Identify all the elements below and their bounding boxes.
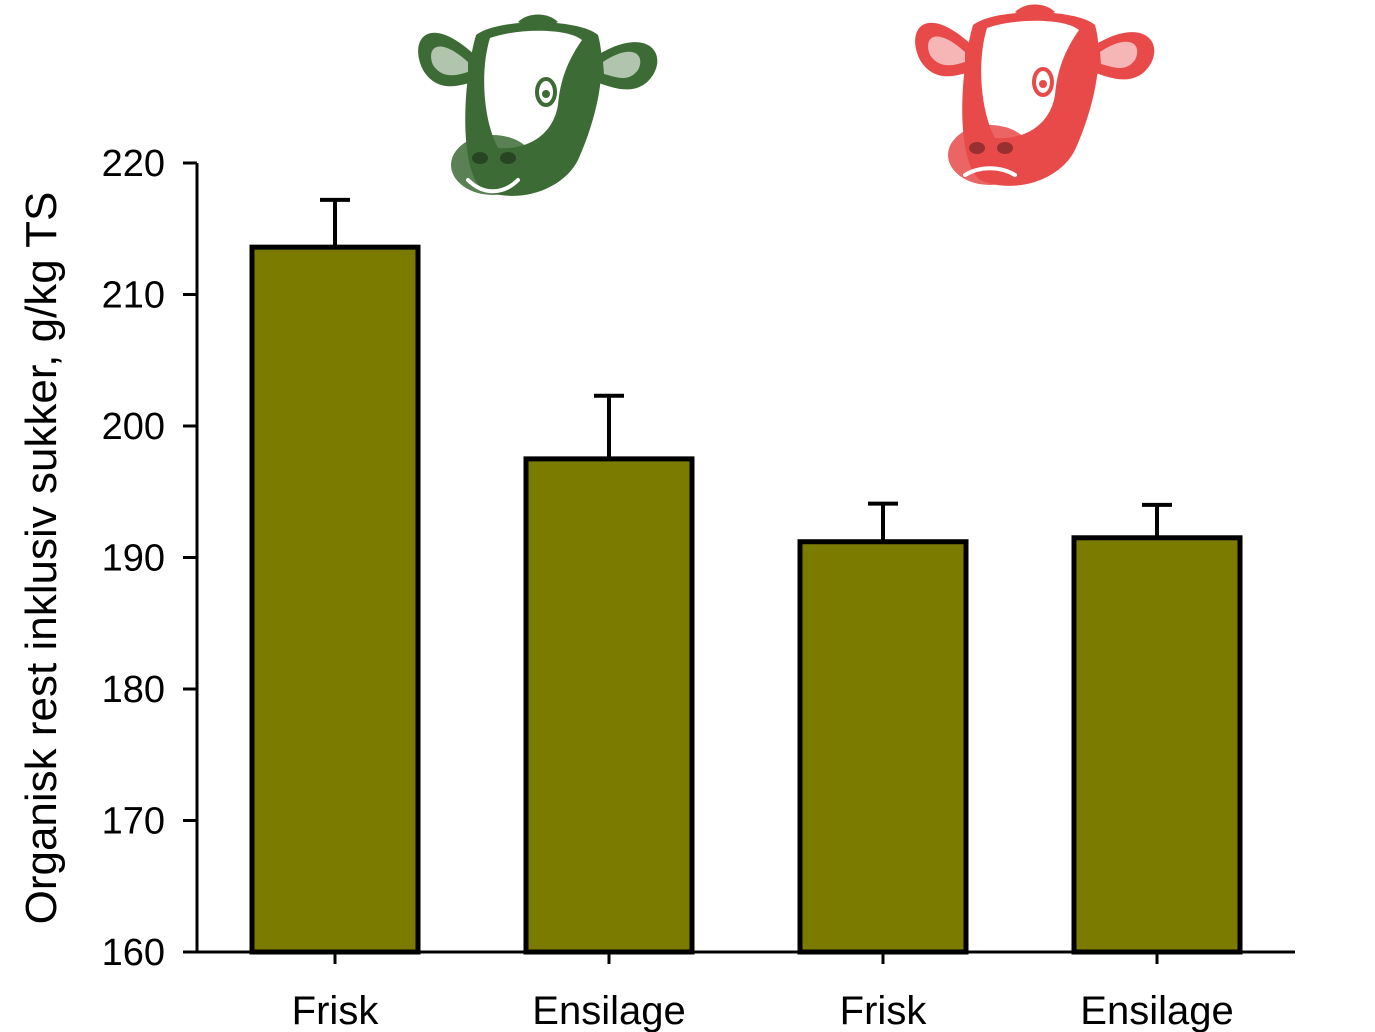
bar <box>249 244 421 955</box>
y-tick-label: 210 <box>102 275 165 317</box>
cow-ear-inner <box>1100 41 1138 69</box>
cow-pupil <box>1039 80 1047 88</box>
cow-snout <box>948 125 1032 185</box>
cow-nostril <box>969 142 985 154</box>
bar <box>523 456 695 955</box>
x-tick-label: Frisk <box>840 989 928 1032</box>
cow-mouth <box>963 166 1017 177</box>
cow-tuft <box>518 14 558 27</box>
y-ticks: 160 170 180 190 200 210 220 <box>102 143 197 974</box>
x-labels: Frisk Ensilage Frisk Ensilage <box>292 989 1234 1032</box>
bar <box>1071 535 1243 955</box>
cow-ear-inner <box>603 51 641 79</box>
x-tick-label: Frisk <box>292 989 380 1032</box>
cow-ear-inner <box>431 46 468 76</box>
cow-tuft <box>1015 4 1055 17</box>
cow-mouth <box>466 178 520 194</box>
bars <box>249 244 1243 955</box>
cow-nostril <box>472 152 488 164</box>
cow-nostril <box>500 152 516 164</box>
cow-face-patch <box>981 20 1079 139</box>
cow-head-icon-red <box>915 4 1155 186</box>
y-tick-label: 160 <box>102 932 165 974</box>
cow-snout <box>451 135 535 195</box>
bar <box>797 539 969 955</box>
x-tick-label: Ensilage <box>532 989 685 1032</box>
cow-pupil <box>542 90 550 98</box>
y-tick-label: 180 <box>102 669 165 711</box>
y-tick-label: 190 <box>102 538 165 580</box>
y-tick-label: 170 <box>102 801 165 843</box>
error-bars <box>320 197 1172 542</box>
cow-head-icon-green <box>418 14 658 196</box>
x-tick-label: Ensilage <box>1080 989 1233 1032</box>
y-tick-label: 200 <box>102 406 165 448</box>
y-axis-label: Organisk rest inklusiv sukker, g/kg TS <box>17 192 66 925</box>
cow-ear-inner <box>928 36 965 66</box>
cow-nostril <box>997 142 1013 154</box>
y-tick-label: 220 <box>102 143 165 185</box>
cow-face-patch <box>484 30 582 149</box>
